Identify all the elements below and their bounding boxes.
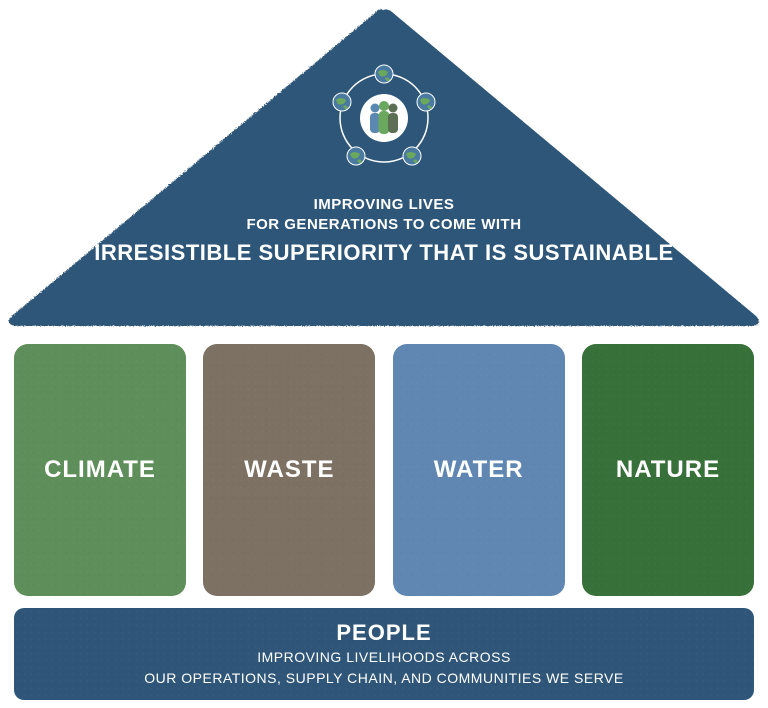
base-sub-line1: IMPROVING LIVELIHOODS ACROSS <box>257 648 511 667</box>
pillars-row: CLIMATE WASTE WATER NATURE <box>14 344 754 596</box>
pillar-waste: WASTE <box>203 344 375 596</box>
roof-line2: FOR GENERATIONS TO COME WITH <box>0 215 768 235</box>
base-section: PEOPLE IMPROVING LIVELIHOODS ACROSS OUR … <box>14 608 754 700</box>
pillar-nature: NATURE <box>582 344 754 596</box>
pillar-label: NATURE <box>610 456 726 484</box>
base-title: PEOPLE <box>336 620 431 646</box>
people-globe-circle-icon <box>324 58 444 178</box>
roof-content: IMPROVING LIVES FOR GENERATIONS TO COME … <box>0 58 768 267</box>
pillar-water: WATER <box>393 344 565 596</box>
base-sub-line2: OUR OPERATIONS, SUPPLY CHAIN, AND COMMUN… <box>144 669 623 688</box>
pillar-label: WATER <box>428 456 530 484</box>
roof-section: IMPROVING LIVES FOR GENERATIONS TO COME … <box>0 0 768 330</box>
pillar-label: WASTE <box>238 456 340 484</box>
pillar-climate: CLIMATE <box>14 344 186 596</box>
pillar-label: CLIMATE <box>38 456 162 484</box>
roof-line1: IMPROVING LIVES <box>0 195 768 215</box>
roof-line3: IRRESISTIBLE SUPERIORITY THAT IS SUSTAIN… <box>0 238 768 268</box>
